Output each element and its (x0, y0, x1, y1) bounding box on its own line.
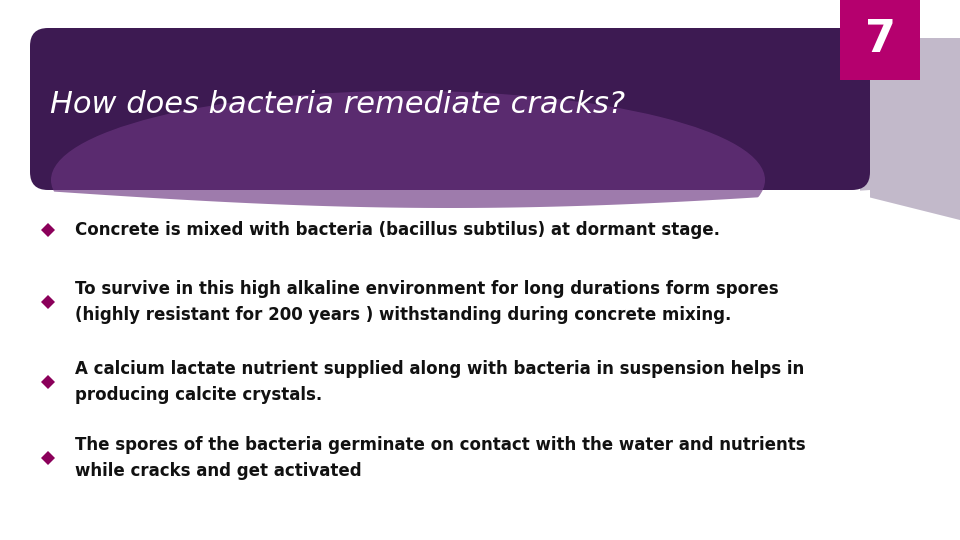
Text: Concrete is mixed with bacteria (bacillus subtilus) at dormant stage.: Concrete is mixed with bacteria (bacillu… (75, 221, 720, 239)
Ellipse shape (51, 91, 765, 269)
Polygon shape (41, 223, 55, 237)
Text: 7: 7 (865, 18, 896, 62)
Polygon shape (860, 38, 960, 220)
Polygon shape (41, 295, 55, 309)
Polygon shape (30, 190, 870, 540)
Bar (840, 0, 920, 80)
Text: How does bacteria remediate cracks?: How does bacteria remediate cracks? (50, 90, 625, 119)
Polygon shape (41, 375, 55, 389)
FancyBboxPatch shape (30, 28, 870, 190)
Polygon shape (41, 451, 55, 465)
Text: A calcium lactate nutrient supplied along with bacteria in suspension helps in
p: A calcium lactate nutrient supplied alon… (75, 361, 804, 403)
Text: To survive in this high alkaline environment for long durations form spores
(hig: To survive in this high alkaline environ… (75, 280, 779, 323)
Text: The spores of the bacteria germinate on contact with the water and nutrients
whi: The spores of the bacteria germinate on … (75, 436, 805, 480)
